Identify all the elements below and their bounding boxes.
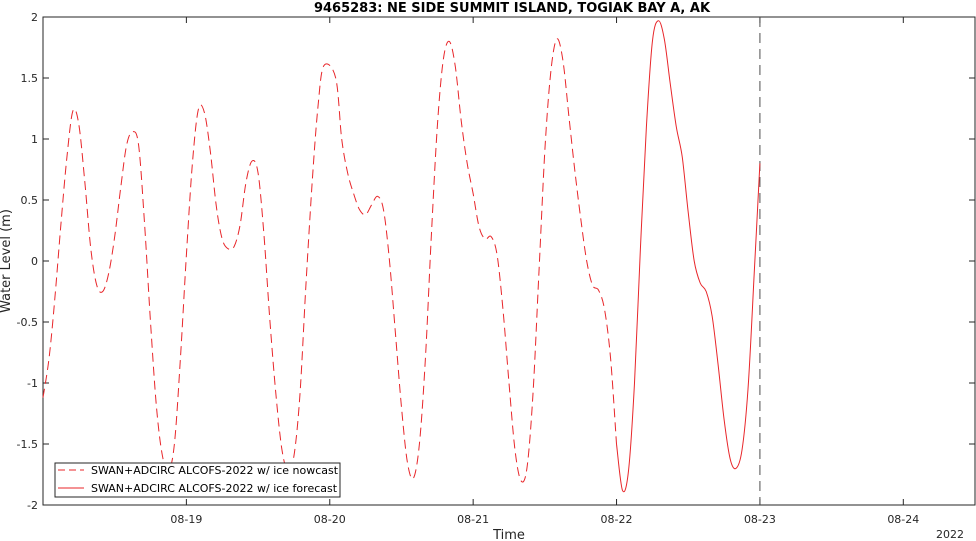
series-line-forecast xyxy=(616,20,761,493)
x-tick-label: 08-22 xyxy=(601,513,633,526)
y-tick-label: -2 xyxy=(27,499,38,512)
x-tick-label: 08-19 xyxy=(170,513,202,526)
y-tick-label: 1 xyxy=(31,133,38,146)
y-tick-label: 2 xyxy=(31,11,38,24)
y-axis-label: Water Level (m) xyxy=(0,209,14,313)
y-tick-label: 0 xyxy=(31,255,38,268)
series-lines xyxy=(42,20,761,493)
series-line-nowcast xyxy=(42,38,617,483)
x-tick-label: 08-24 xyxy=(887,513,919,526)
y-tick-label: 0.5 xyxy=(21,194,39,207)
x-tick-label: 08-21 xyxy=(457,513,489,526)
y-tick-label: 1.5 xyxy=(21,72,39,85)
x-tick-label: 08-23 xyxy=(744,513,776,526)
legend-label-forecast: SWAN+ADCIRC ALCOFS-2022 w/ ice forecast xyxy=(91,482,338,495)
legend-box xyxy=(54,462,341,498)
y-tick-label: -0.5 xyxy=(17,316,38,329)
legend: SWAN+ADCIRC ALCOFS-2022 w/ ice nowcast S… xyxy=(54,462,341,498)
y-tick-label: -1.5 xyxy=(17,438,38,451)
plot-area xyxy=(42,16,976,506)
y-tick-label: -1 xyxy=(27,377,38,390)
chart-title: 9465283: NE SIDE SUMMIT ISLAND, TOGIAK B… xyxy=(314,1,711,16)
axis-ticks: -2 -1.5 -1 -0.5 0 0.5 1 1.5 2 08-19 08-20 08-21 08-2… xyxy=(17,11,975,526)
legend-label-nowcast: SWAN+ADCIRC ALCOFS-2022 w/ ice nowcast xyxy=(91,464,339,477)
year-label: 2022 xyxy=(936,528,964,541)
x-axis-label: Time xyxy=(492,528,525,541)
x-tick-label: 08-20 xyxy=(314,513,346,526)
